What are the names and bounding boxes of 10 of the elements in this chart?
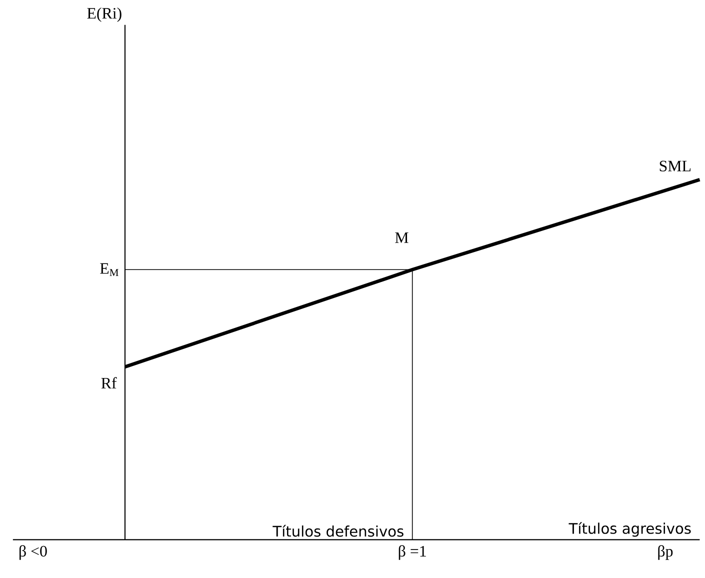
x-axis-title: βp bbox=[658, 545, 673, 560]
ref-line-label: E$_{M}$ bbox=[100, 263, 118, 276]
text: E(Ri) bbox=[87, 7, 122, 22]
annotation: M bbox=[395, 232, 408, 243]
annotation: Títulos defensivos bbox=[272, 524, 404, 537]
series-label: SML bbox=[660, 160, 691, 172]
annotation: Rf bbox=[101, 376, 117, 388]
text: β <0 bbox=[20, 545, 47, 560]
annotation: Títulos agresivos bbox=[568, 522, 691, 537]
text: β =1 bbox=[398, 545, 426, 560]
